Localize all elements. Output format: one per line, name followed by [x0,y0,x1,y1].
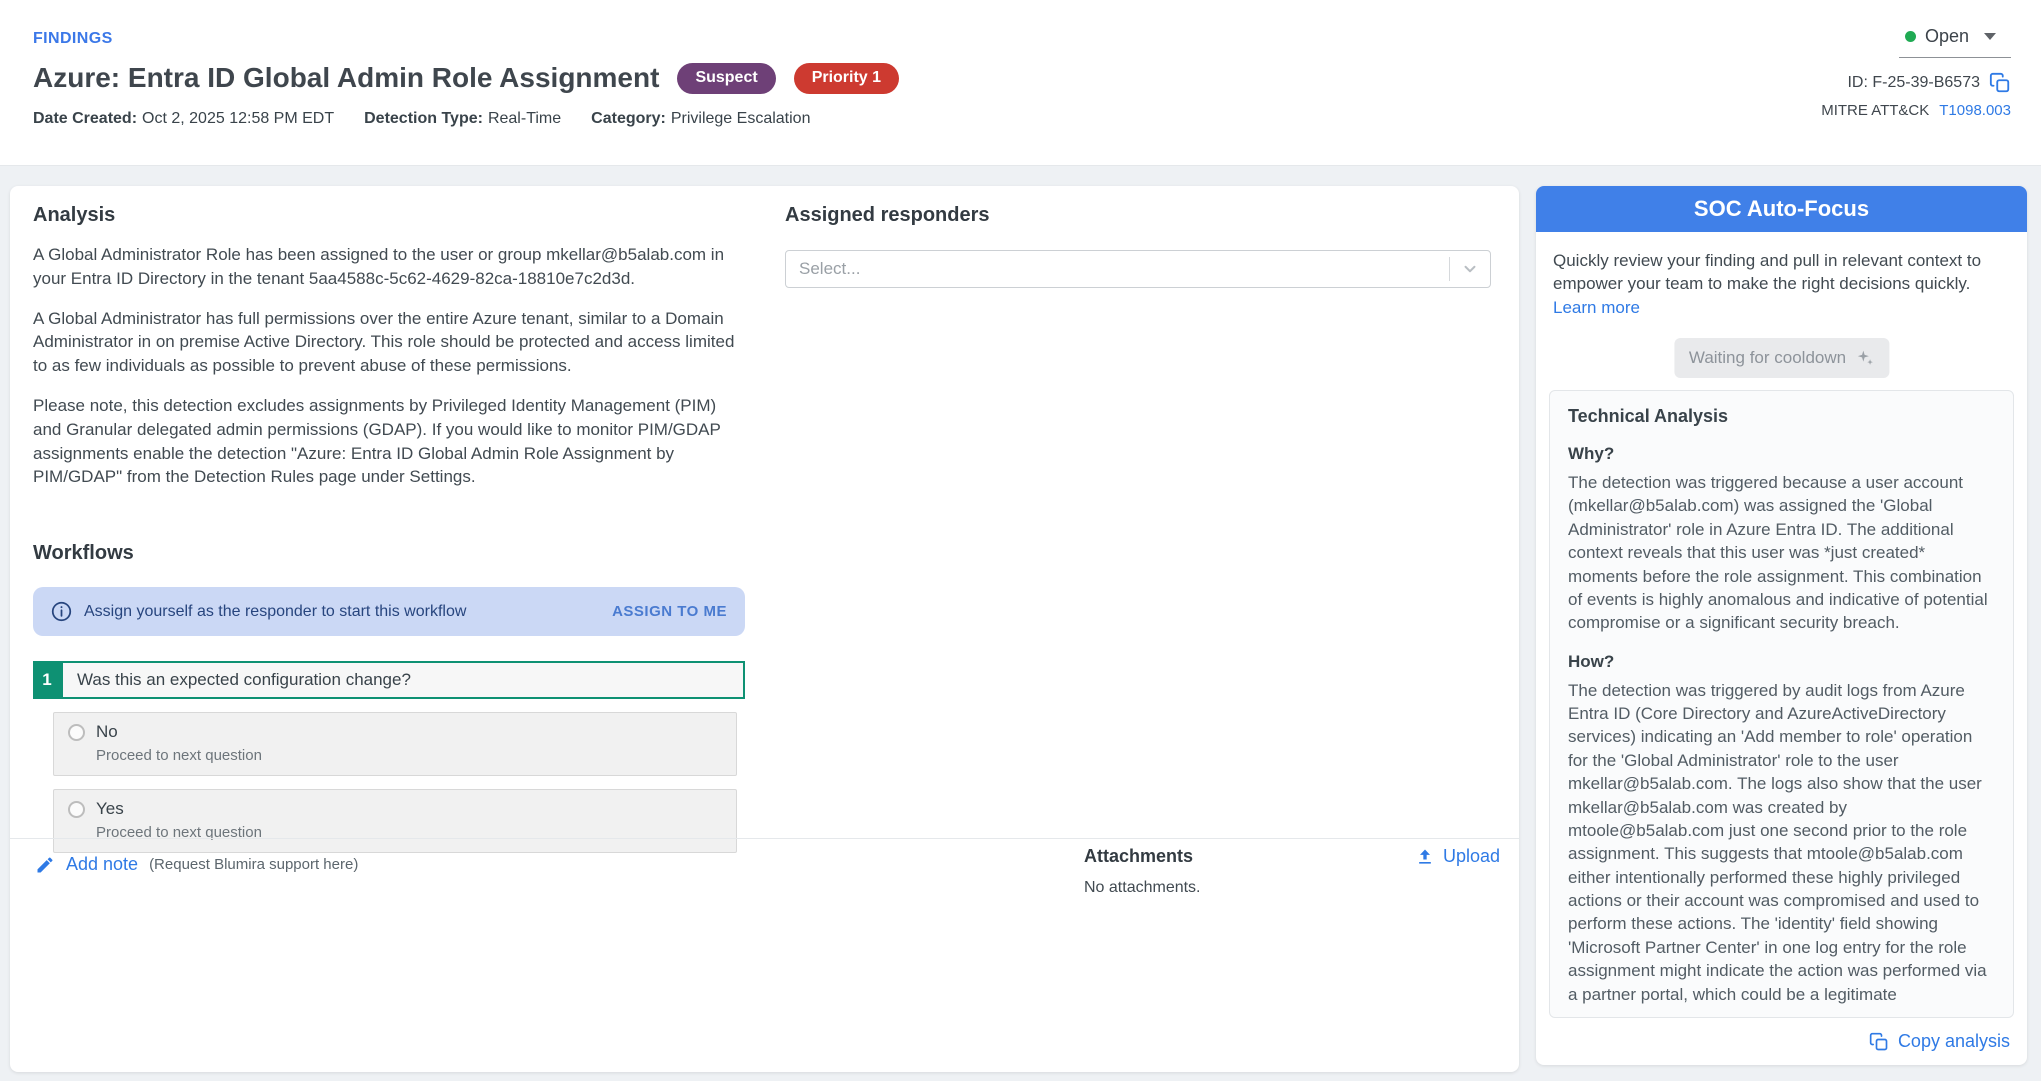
analysis-paragraph: Please note, this detection excludes ass… [33,395,721,487]
select-placeholder: Select... [799,259,861,278]
analysis-paragraph: A Global Administrator has full permissi… [33,308,735,376]
meta-type-label: Detection Type: [364,110,483,127]
finding-meta: Date Created: Oct 2, 2025 12:58 PM EDT De… [33,110,810,128]
option-label-row: No [68,722,722,742]
select-divider [1449,257,1450,281]
attachments-section: Attachments No attachments. [1084,846,1201,897]
add-note-label: Add note [66,854,139,874]
attachments-empty: No attachments. [1084,879,1201,896]
upload-label: Upload [1442,846,1500,866]
responders-heading: Assigned responders [785,204,990,226]
option-label: Yes [96,799,124,818]
soc-intro-text: Quickly review your finding and pull in … [1553,251,1982,294]
technical-analysis-heading: Technical Analysis [1568,406,1729,426]
radio-button[interactable] [68,723,85,741]
option-label-row: Yes [68,799,722,819]
status-dot-icon [1905,31,1916,42]
status-label: Open [1925,26,1970,46]
meta-date-created: Date Created: Oct 2, 2025 12:58 PM EDT [33,110,334,128]
finding-id: ID: F-25-39-B6573 [1847,74,1980,91]
info-icon [51,601,72,622]
copy-id-button[interactable] [1989,72,2011,94]
upload-button[interactable]: Upload [1415,846,1500,867]
workflow-question: 1 Was this an expected configuration cha… [33,661,745,699]
add-note-button[interactable]: Add note (Request Blumira support here) [35,854,358,875]
responders-select[interactable]: Select... [785,250,1491,288]
waiting-cooldown-button[interactable]: Waiting for cooldown [1673,338,1890,378]
finding-id-row: ID: F-25-39-B6573 [1847,72,2011,94]
meta-date-value: Oct 2, 2025 12:58 PM EDT [142,110,335,127]
copy-icon [1869,1032,1888,1050]
meta-category-label: Category: [591,110,666,127]
select-right [1449,251,1490,287]
soc-panel-header: SOC Auto-Focus [1536,186,2027,232]
assign-to-me-button[interactable]: ASSIGN TO ME [612,603,727,620]
assign-banner-text: Assign yourself as the responder to star… [84,602,467,620]
status-select[interactable]: Open [1899,24,2011,58]
technical-analysis-panel: Technical Analysis Why? The detection wa… [1549,390,2014,1018]
why-heading: Why? [1568,444,1615,463]
footer-divider [10,838,1519,839]
chevron-down-icon [1984,33,1997,40]
mitre-technique-link[interactable]: T1098.003 [1939,102,2011,119]
pencil-icon [37,856,53,872]
responders-section: Assigned responders Select... [785,204,1491,288]
support-hint: (Request Blumira support here) [149,856,359,873]
priority-badge: Priority 1 [793,62,900,94]
workflow-option-yes[interactable]: Yes Proceed to next question [53,789,737,853]
sparkles-icon [1857,350,1873,365]
meta-category: Category: Privilege Escalation [591,110,810,128]
analysis-section: Analysis A Global Administrator Role has… [33,204,745,489]
option-hint: Proceed to next question [96,824,262,841]
header-right: Open ID: F-25-39-B6573 MITRE ATT&CK T109… [1821,24,2011,119]
how-heading: How? [1568,651,1615,671]
mitre-row: MITRE ATT&CK T1098.003 [1821,102,2011,119]
meta-category-value: Privilege Escalation [670,110,811,127]
status-badge-suspect: Suspect [677,62,776,94]
title-row: Azure: Entra ID Global Admin Role Assign… [33,62,900,94]
workflow-option-no[interactable]: No Proceed to next question [53,712,737,776]
analysis-paragraph: A Global Administrator Role has been ass… [33,245,725,288]
attachments-heading: Attachments [1084,846,1194,866]
learn-more-link[interactable]: Learn more [1553,297,1640,317]
page-header: FINDINGS Azure: Entra ID Global Admin Ro… [0,0,2041,166]
meta-date-label: Date Created: [33,110,138,127]
why-text: The detection was triggered because a us… [1568,473,1988,633]
soc-panel-title: SOC Auto-Focus [1693,196,1870,221]
question-text: Was this an expected configuration chang… [61,661,745,699]
option-hint: Proceed to next question [96,747,262,764]
option-label: No [96,722,118,741]
meta-detection-type: Detection Type: Real-Time [364,110,561,128]
soc-intro: Quickly review your finding and pull in … [1536,232,2027,319]
chevron-down-icon [1450,260,1490,278]
workflows-heading: Workflows [33,542,134,564]
question-number: 1 [33,661,61,699]
page-title: Azure: Entra ID Global Admin Role Assign… [33,62,660,93]
radio-button[interactable] [68,800,85,818]
meta-type-value: Real-Time [487,110,562,127]
assign-banner: Assign yourself as the responder to star… [33,587,745,636]
soc-auto-focus-panel: SOC Auto-Focus Quickly review your findi… [1536,186,2027,1065]
how-text: The detection was triggered by audit log… [1568,680,1987,1004]
workflows-section: Workflows Assign yourself as the respond… [33,542,745,853]
analysis-heading: Analysis [33,204,116,226]
upload-icon [1419,849,1431,864]
copy-icon [1989,72,2010,93]
copy-analysis-button[interactable]: Copy analysis [1869,1031,2010,1052]
mitre-label: MITRE ATT&CK [1821,102,1930,119]
finding-card: Analysis A Global Administrator Role has… [10,186,1519,1072]
cooldown-label: Waiting for cooldown [1688,348,1847,367]
copy-analysis-label: Copy analysis [1897,1031,2010,1051]
breadcrumb[interactable]: FINDINGS [33,30,113,47]
